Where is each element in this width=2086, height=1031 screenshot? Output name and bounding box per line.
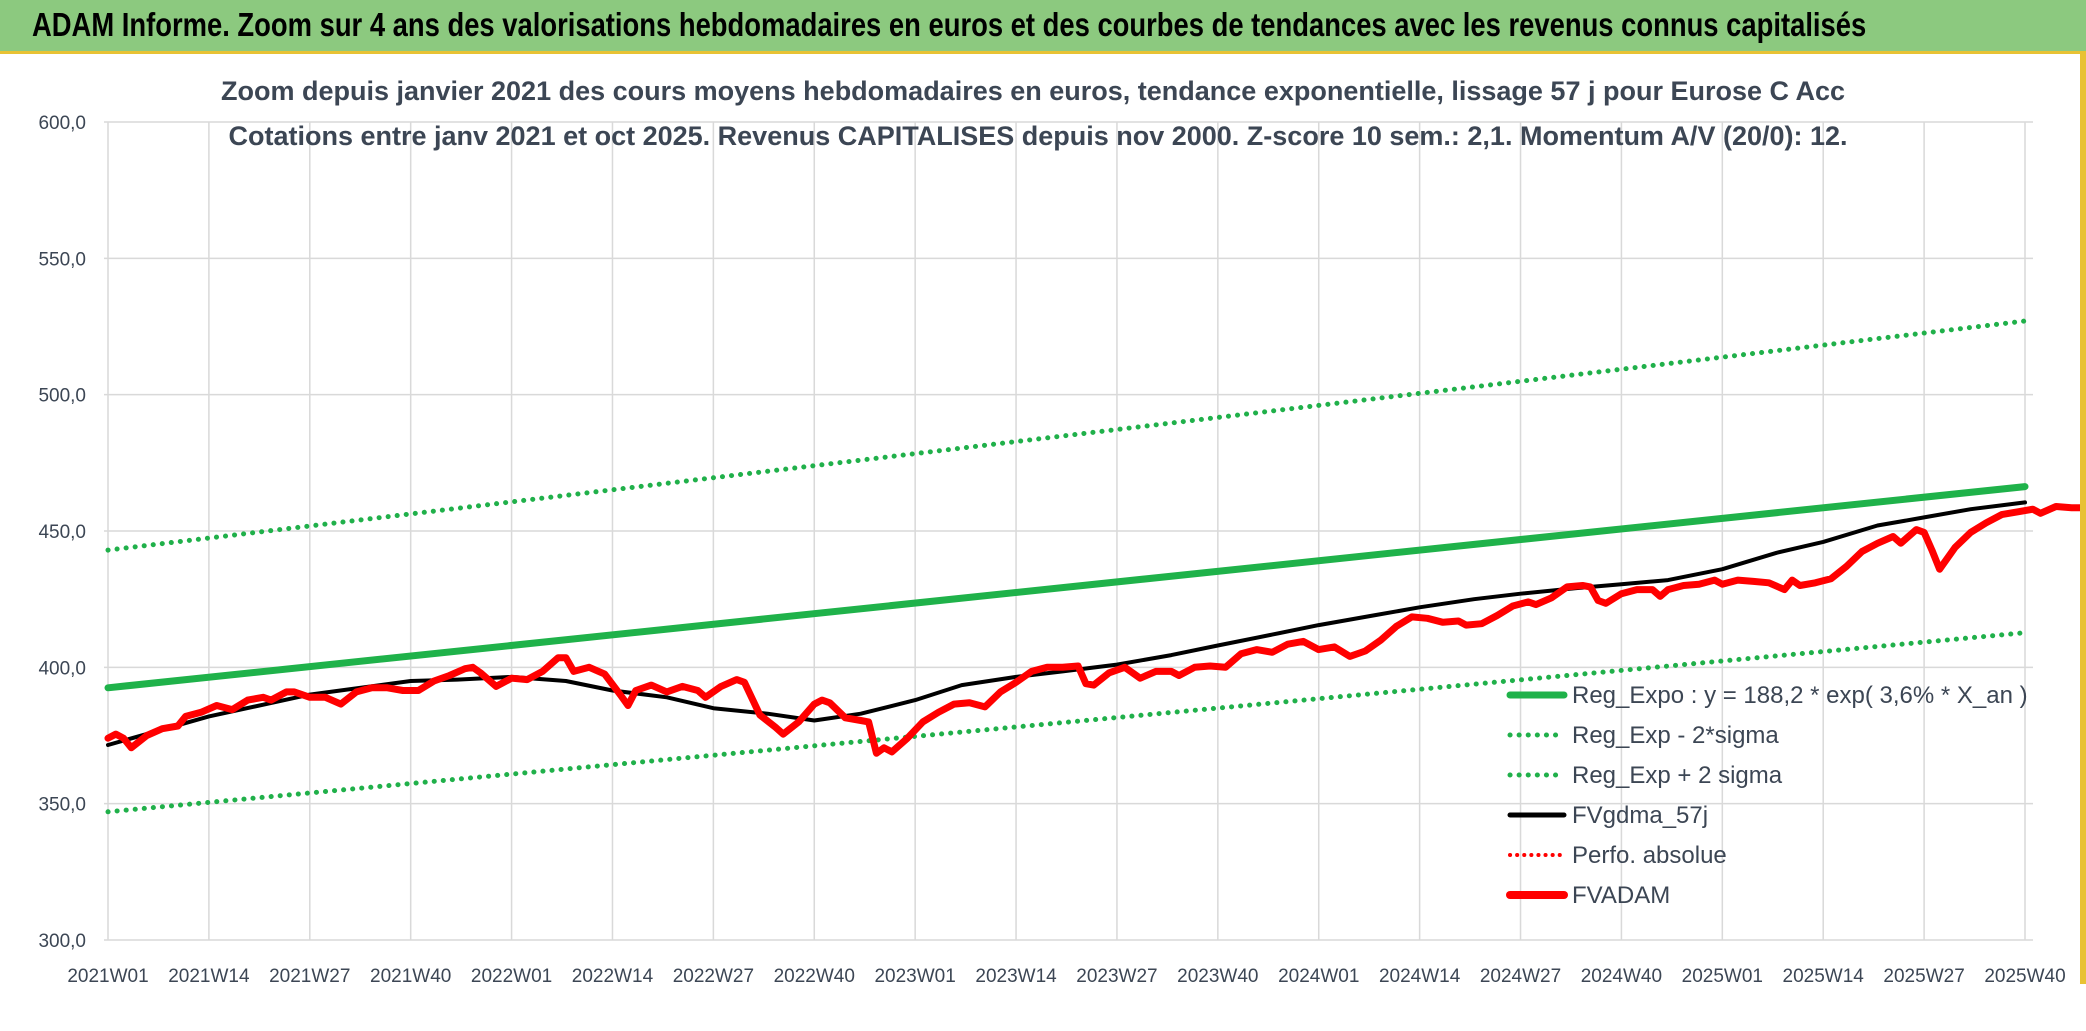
y-tick-label: 350,0 (38, 795, 86, 816)
chart: 600,0 550,0 500,0 450,0 400,0 350,0 300,0 2021… (38, 76, 2080, 987)
x-tick-label: 2021W14 (168, 966, 250, 987)
chart-panel: 600,0 550,0 500,0 450,0 400,0 350,0 300,0 2021… (0, 54, 2086, 1031)
right-accent (2080, 54, 2086, 984)
x-tick-label: 2025W40 (1984, 966, 2065, 987)
page-title: ADAM Informe. Zoom sur 4 ans des valoris… (32, 6, 1867, 43)
series-line-fvadam (104, 503, 2080, 757)
legend-entry: Reg_Exp - 2*sigma (1572, 722, 1779, 749)
legend-entry: Reg_Expo : y = 188,2 * exp( 3,6% * X_an … (1572, 682, 2028, 709)
x-tick-label: 2025W14 (1783, 966, 1865, 987)
legend-entry: FVgdma_57j (1572, 802, 1708, 829)
x-tick-label: 2023W14 (975, 966, 1057, 987)
x-tick-label: 2022W27 (673, 966, 754, 987)
x-tick-label: 2021W01 (67, 966, 148, 987)
y-tick-label: 550,0 (38, 249, 86, 270)
series (104, 318, 2080, 815)
legend: Reg_Expo : y = 188,2 * exp( 3,6% * X_an … (1506, 682, 2028, 909)
x-tick-label: 2024W40 (1581, 966, 1662, 987)
legend-entry: FVADAM (1572, 882, 1670, 909)
x-tick-label: 2025W27 (1883, 966, 1964, 987)
x-tick-label: 2025W01 (1682, 966, 1763, 987)
series-line-reg-expo (104, 483, 2029, 692)
x-tick-label: 2022W14 (572, 966, 654, 987)
x-tick-label: 2022W01 (471, 966, 552, 987)
x-tick-label: 2023W01 (874, 966, 955, 987)
x-tick-label: 2021W40 (370, 966, 451, 987)
header-bar: ADAM Informe. Zoom sur 4 ans des valoris… (0, 0, 2086, 54)
grid (104, 121, 2033, 941)
series-line-reg-exp (105, 318, 2028, 553)
series-line-reg-exp (105, 630, 2028, 815)
y-tick-label: 600,0 (38, 113, 86, 134)
x-tick-label: 2022W40 (774, 966, 855, 987)
y-axis-ticks: 600,0 550,0 500,0 450,0 400,0 350,0 300,0 (38, 113, 86, 952)
y-tick-label: 300,0 (38, 931, 86, 952)
y-tick-label: 450,0 (38, 522, 86, 543)
y-tick-label: 500,0 (38, 386, 86, 407)
x-tick-label: 2021W27 (269, 966, 350, 987)
chart-title-line-1: Zoom depuis janvier 2021 des cours moyen… (221, 76, 1845, 106)
x-tick-label: 2024W14 (1379, 966, 1461, 987)
x-tick-label: 2024W27 (1480, 966, 1561, 987)
legend-entry: Perfo. absolue (1572, 842, 1727, 869)
chart-title: Zoom depuis janvier 2021 des cours moyen… (221, 76, 1848, 151)
legend-entry: Reg_Exp + 2 sigma (1572, 762, 1783, 789)
x-tick-label: 2023W27 (1076, 966, 1157, 987)
y-tick-label: 400,0 (38, 658, 86, 679)
x-tick-label: 2023W40 (1177, 966, 1258, 987)
series-line-fvgdma-57j (106, 500, 2027, 747)
chart-title-line-2: Cotations entre janv 2021 et oct 2025. R… (228, 121, 1847, 151)
x-tick-label: 2024W01 (1278, 966, 1359, 987)
x-axis-ticks: 2021W01 2021W14 2021W27 2021W40 2022W01 2022W… (67, 966, 2065, 987)
